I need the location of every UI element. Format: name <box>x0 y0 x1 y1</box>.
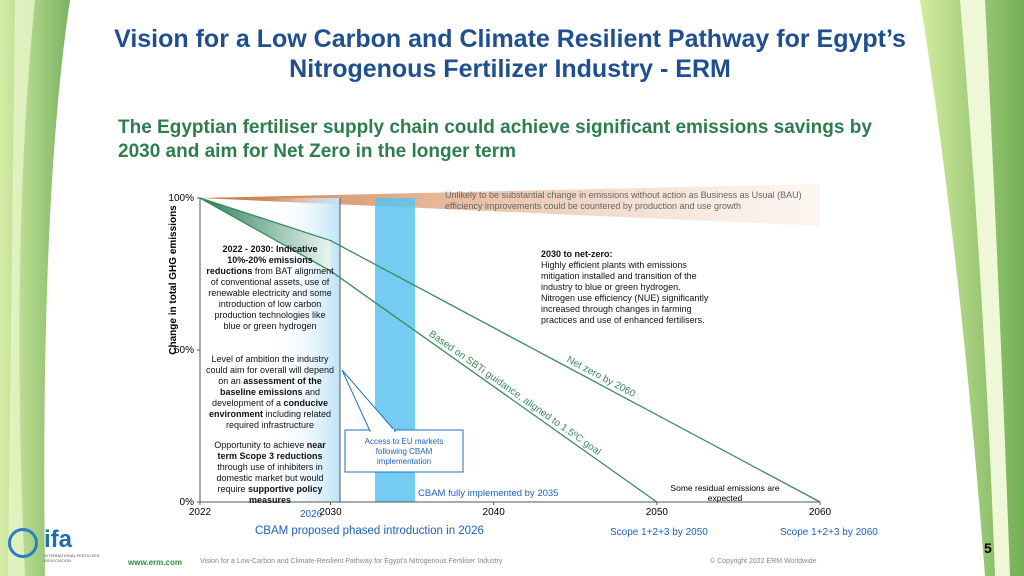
callout-box <box>344 429 464 473</box>
y-tick-label: 100% <box>168 193 194 204</box>
logo-text: ifa <box>44 526 73 553</box>
bau-note: Unlikely to be substantial change in emi… <box>445 190 802 211</box>
y-tick-label: 0% <box>180 497 195 508</box>
netzero-text: Highly efficient plants with emissions m… <box>541 260 709 325</box>
note-run: and development of a <box>211 387 321 408</box>
cbam-full: CBAM fully implemented by 2035 <box>418 488 559 499</box>
decor-grass <box>960 0 1010 576</box>
subtitle: The Egyptian fertiliser supply chain cou… <box>118 117 872 162</box>
footer-text: Vision for a Low-Carbon and Climate-Resi… <box>200 558 503 565</box>
note-text: from BAT alignment of conventional asset… <box>208 266 334 331</box>
pathway-line <box>199 197 658 503</box>
x-tick-label: 2030 <box>319 507 342 518</box>
y-tick-label: 50% <box>174 345 194 356</box>
note-run: Opportunity to achieve <box>214 440 307 450</box>
year-2026: 2026 <box>300 509 323 520</box>
title: Vision for a Low Carbon and Climate Resi… <box>114 25 906 83</box>
pathway-label: Net zero by 2060 <box>565 354 638 400</box>
note: Opportunity to achieve near term Scope 3… <box>205 440 335 506</box>
x-tick-label: 2022 <box>189 507 212 518</box>
page-number: 5 <box>984 540 992 556</box>
scope-2050: Scope 1+2+3 by 2050 <box>610 527 708 538</box>
scope-2060: Scope 1+2+3 by 2060 <box>780 527 878 538</box>
logo-subtext: INTERNATIONAL FERTILIZER ASSOCIATION <box>44 553 100 563</box>
netzero-note: 2030 to net-zero: Highly efficient plants… <box>541 249 713 326</box>
y-axis-label: Change in total GHG emissions <box>168 205 179 355</box>
residual-note: Some residual emissions are expected <box>670 483 780 503</box>
footer-copyright: © Copyright 2022 ERM Worldwide <box>710 558 817 565</box>
note-run: supportive policy measures <box>248 484 323 505</box>
note-run: including related required infrastructur… <box>225 409 332 430</box>
note-run: through use of inhibiters in domestic ma… <box>216 462 324 494</box>
pathway-line <box>199 197 821 503</box>
footer-site: www.erm.com <box>128 558 182 567</box>
note-heading: 2022 - 2030: Indicative 10%-20% emission… <box>206 244 318 276</box>
note-run: near term Scope 3 reductions <box>217 440 326 461</box>
note-run: assessment of the baseline emissions <box>219 376 322 397</box>
x-tick-label: 2040 <box>483 507 506 518</box>
bau-wedge <box>200 184 820 226</box>
netzero-heading: 2030 to net-zero: <box>541 249 613 259</box>
logo-mark <box>8 528 38 558</box>
x-tick-label: 2060 <box>809 507 832 518</box>
note-run: conducive environment <box>208 398 329 419</box>
callout-text: Access to EU markets following CBAM impl… <box>364 437 444 466</box>
decor-grass <box>8 0 35 576</box>
callout-joint <box>371 429 394 432</box>
note-run: Level of ambition the industry could aim… <box>205 354 335 386</box>
note: Level of ambition the industry could aim… <box>205 354 335 431</box>
note: 2022 - 2030: Indicative 10%-20% emission… <box>205 244 335 332</box>
x-tick-label: 2050 <box>646 507 669 518</box>
cbam-proposed: CBAM proposed phased introduction in 202… <box>255 525 484 537</box>
